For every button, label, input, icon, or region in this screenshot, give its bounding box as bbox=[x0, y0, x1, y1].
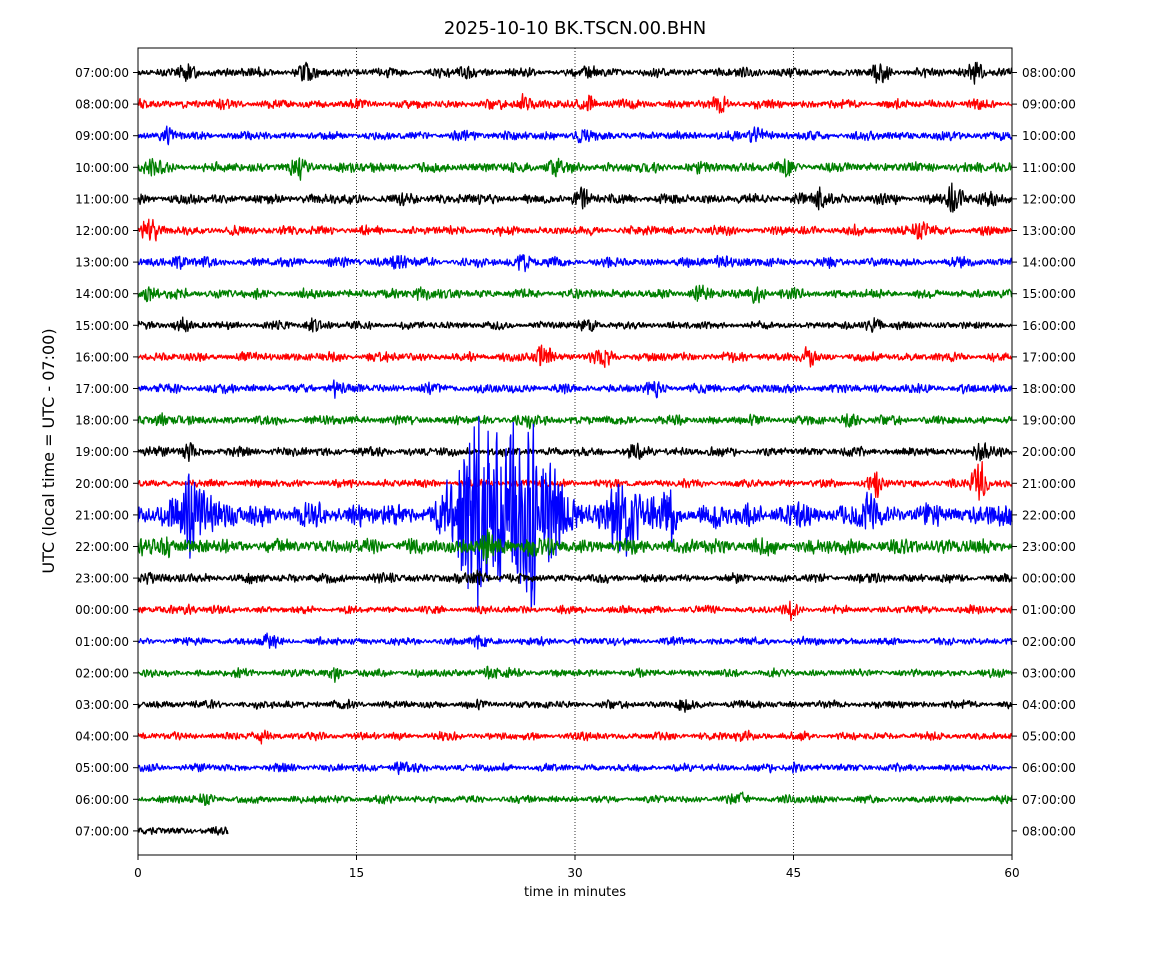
trace-line bbox=[137, 284, 1013, 304]
trace-line bbox=[137, 316, 1013, 333]
y-tick-label-right: 04:00:00 bbox=[1022, 698, 1076, 712]
y-tick-label-right: 16:00:00 bbox=[1022, 319, 1076, 333]
trace-line bbox=[137, 379, 1013, 399]
chart-title: 2025-10-10 BK.TSCN.00.BHN bbox=[444, 18, 706, 39]
y-tick-label-left: 05:00:00 bbox=[75, 761, 129, 775]
y-tick-label-right: 08:00:00 bbox=[1022, 66, 1076, 80]
y-tick-label-right: 01:00:00 bbox=[1022, 603, 1076, 617]
y-tick-label-left: 03:00:00 bbox=[75, 698, 129, 712]
x-tick-label: 15 bbox=[349, 866, 364, 880]
x-tick-label: 0 bbox=[134, 866, 142, 880]
y-tick-label-left: 10:00:00 bbox=[75, 161, 129, 175]
y-tick-label-right: 07:00:00 bbox=[1022, 793, 1076, 807]
y-tick-label-right: 19:00:00 bbox=[1022, 414, 1076, 428]
trace-line bbox=[137, 826, 229, 836]
y-tick-label-left: 13:00:00 bbox=[75, 256, 129, 270]
y-tick-label-right: 08:00:00 bbox=[1022, 824, 1076, 838]
y-tick-label-right: 13:00:00 bbox=[1022, 224, 1076, 238]
y-tick-label-right: 23:00:00 bbox=[1022, 540, 1076, 554]
y-tick-label-left: 08:00:00 bbox=[75, 98, 129, 112]
y-tick-label-left: 06:00:00 bbox=[75, 793, 129, 807]
y-tick-label-left: 18:00:00 bbox=[75, 414, 129, 428]
trace-line bbox=[137, 412, 1013, 430]
x-tick-label: 45 bbox=[786, 866, 801, 880]
y-tick-label-left: 11:00:00 bbox=[75, 192, 129, 206]
y-tick-label-left: 21:00:00 bbox=[75, 508, 129, 522]
y-axis-label: UTC (local time = UTC - 07:00) bbox=[39, 328, 58, 573]
trace-line bbox=[137, 416, 1013, 611]
y-tick-label-right: 03:00:00 bbox=[1022, 666, 1076, 680]
trace-line bbox=[137, 344, 1013, 369]
y-tick-label-left: 23:00:00 bbox=[75, 572, 129, 586]
y-tick-label-left: 20:00:00 bbox=[75, 477, 129, 491]
trace-line bbox=[137, 569, 1013, 586]
y-tick-label-left: 01:00:00 bbox=[75, 635, 129, 649]
y-tick-label-right: 09:00:00 bbox=[1022, 98, 1076, 112]
trace-line bbox=[137, 218, 1013, 242]
y-tick-label-left: 07:00:00 bbox=[75, 66, 129, 80]
trace-line bbox=[137, 729, 1013, 745]
trace-line bbox=[137, 460, 1013, 501]
y-tick-label-right: 21:00:00 bbox=[1022, 477, 1076, 491]
y-tick-label-right: 18:00:00 bbox=[1022, 382, 1076, 396]
trace-line bbox=[137, 157, 1013, 181]
trace-line bbox=[137, 791, 1013, 807]
x-tick-label: 30 bbox=[567, 866, 582, 880]
y-tick-label-right: 10:00:00 bbox=[1022, 129, 1076, 143]
y-tick-label-left: 12:00:00 bbox=[75, 224, 129, 238]
y-tick-label-left: 09:00:00 bbox=[75, 129, 129, 143]
y-tick-label-left: 00:00:00 bbox=[75, 603, 129, 617]
y-tick-label-right: 06:00:00 bbox=[1022, 761, 1076, 775]
y-tick-label-right: 22:00:00 bbox=[1022, 508, 1076, 522]
y-tick-label-left: 15:00:00 bbox=[75, 319, 129, 333]
y-tick-label-right: 02:00:00 bbox=[1022, 635, 1076, 649]
trace-line bbox=[137, 698, 1013, 713]
y-tick-label-left: 19:00:00 bbox=[75, 445, 129, 459]
trace-line bbox=[137, 600, 1013, 622]
y-tick-label-right: 17:00:00 bbox=[1022, 350, 1076, 364]
axis-ticks: 0 15 30 45 60 07:00:00 08:00:00 09:00:00 10:00:0… bbox=[75, 66, 1076, 880]
y-tick-label-left: 04:00:00 bbox=[75, 730, 129, 744]
trace-line bbox=[137, 632, 1013, 650]
trace-line bbox=[137, 61, 1013, 85]
trace-group bbox=[137, 61, 1013, 836]
x-tick-label: 60 bbox=[1004, 866, 1019, 880]
trace-line bbox=[137, 442, 1013, 463]
y-tick-label-right: 14:00:00 bbox=[1022, 256, 1076, 270]
y-tick-label-left: 17:00:00 bbox=[75, 382, 129, 396]
trace-line bbox=[137, 761, 1013, 776]
y-tick-label-left: 16:00:00 bbox=[75, 350, 129, 364]
trace-line bbox=[137, 182, 1013, 213]
trace-line bbox=[137, 254, 1013, 273]
trace-line bbox=[137, 529, 1013, 565]
y-tick-label-right: 05:00:00 bbox=[1022, 730, 1076, 744]
y-tick-label-right: 20:00:00 bbox=[1022, 445, 1076, 459]
y-tick-label-left: 07:00:00 bbox=[75, 824, 129, 838]
trace-line bbox=[137, 665, 1013, 683]
y-tick-label-left: 02:00:00 bbox=[75, 666, 129, 680]
y-tick-label-left: 22:00:00 bbox=[75, 540, 129, 554]
y-tick-label-right: 15:00:00 bbox=[1022, 287, 1076, 301]
y-tick-label-right: 12:00:00 bbox=[1022, 192, 1076, 206]
trace-line bbox=[137, 93, 1013, 114]
y-tick-label-right: 11:00:00 bbox=[1022, 161, 1076, 175]
grid-lines bbox=[356, 48, 794, 855]
trace-line bbox=[137, 125, 1013, 146]
x-axis-label: time in minutes bbox=[524, 885, 626, 900]
y-tick-label-left: 14:00:00 bbox=[75, 287, 129, 301]
y-tick-label-right: 00:00:00 bbox=[1022, 572, 1076, 586]
